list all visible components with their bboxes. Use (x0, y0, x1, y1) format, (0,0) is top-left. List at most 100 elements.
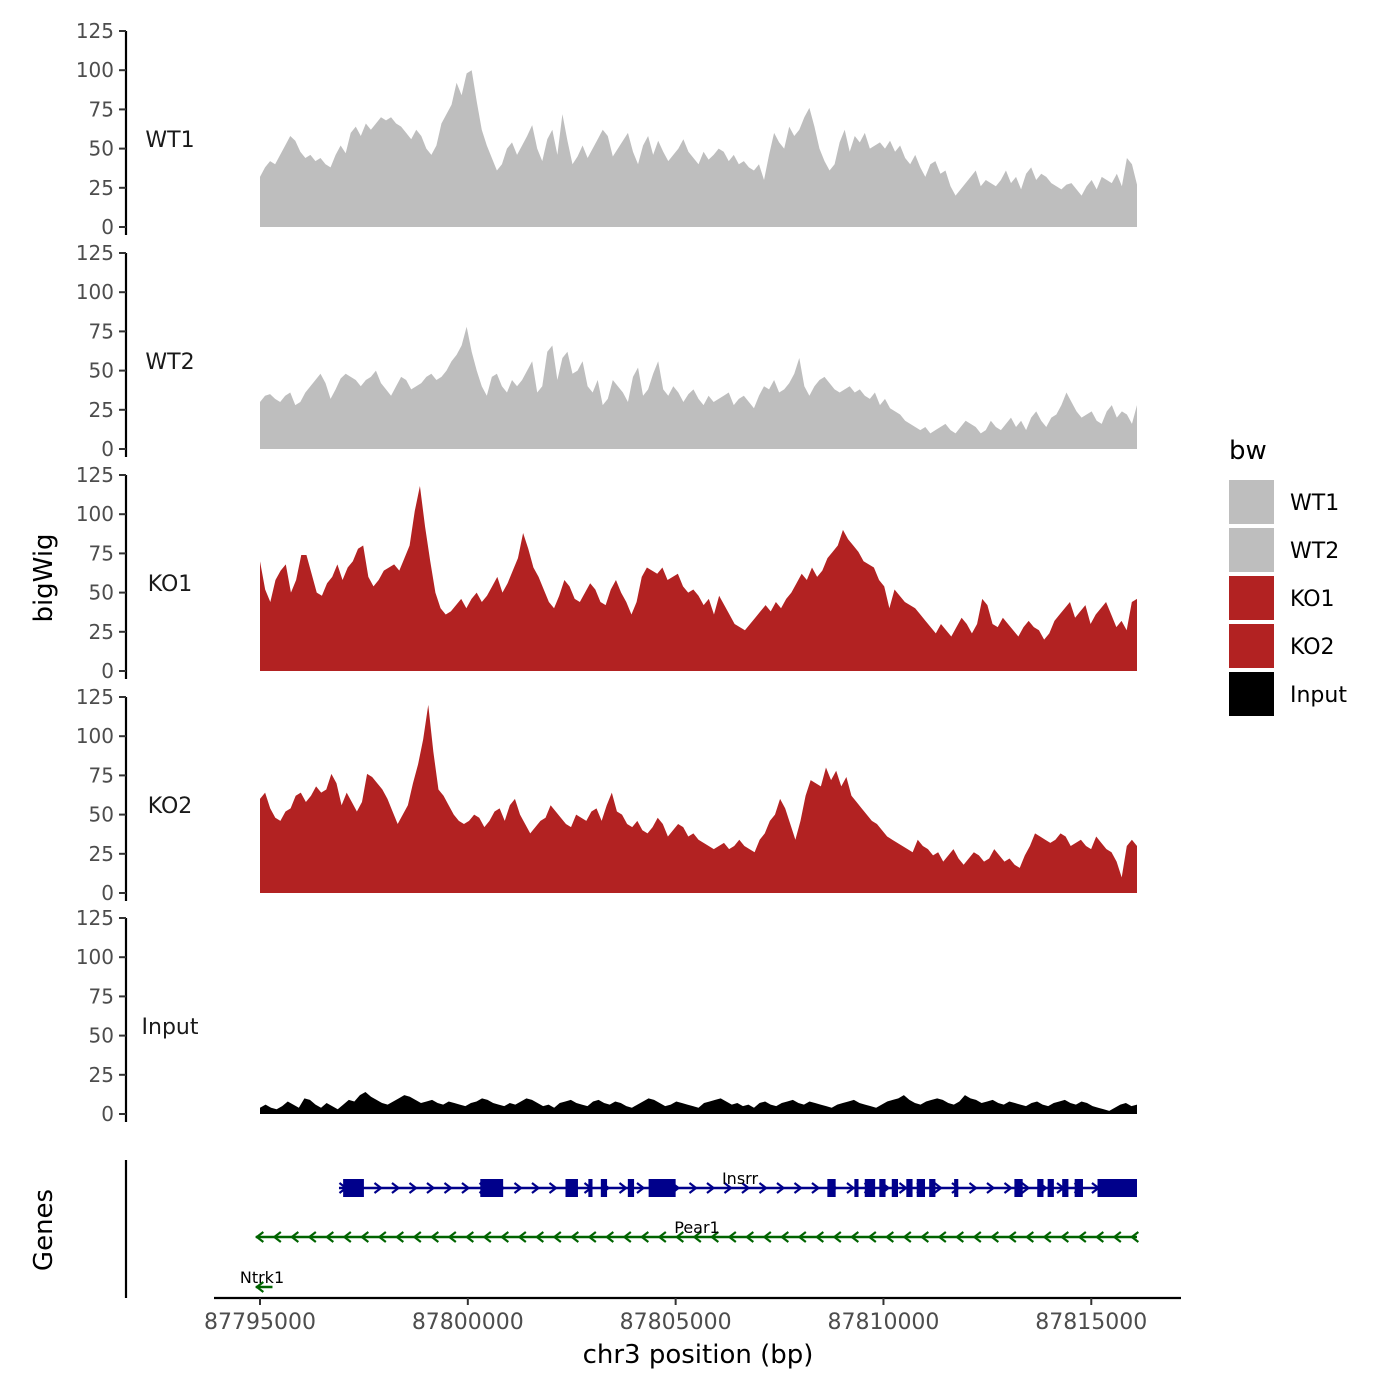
track-input: 0 25 50 75 100 125 Input (76, 906, 1137, 1126)
strand-arrow (447, 1231, 457, 1243)
y-tick-label: 125 (76, 906, 114, 930)
legend-key-wt1 (1229, 480, 1274, 524)
x-tick-label: 87795000 (204, 1310, 316, 1335)
strand-arrow (640, 1231, 650, 1243)
track-label-input: Input (142, 1015, 199, 1040)
legend-key-ko1 (1229, 576, 1274, 620)
strand-arrow (885, 1231, 895, 1243)
strand-arrow (1095, 1231, 1105, 1243)
strand-arrow (955, 1231, 965, 1243)
strand-arrow (920, 1231, 930, 1243)
strand-arrow (535, 1231, 545, 1243)
strand-arrow (342, 1231, 352, 1243)
strand-arrow (1077, 1231, 1087, 1243)
coverage-area-input (260, 1092, 1137, 1114)
y-tick-label: 50 (89, 803, 114, 827)
x-tick-label: 87815000 (1035, 1310, 1147, 1335)
strand-arrow (990, 1231, 1000, 1243)
y-tick-label: 125 (76, 463, 114, 487)
y-tick-label: 50 (89, 581, 114, 605)
strand-arrow (552, 1231, 562, 1243)
y-axis-title: bigWig (29, 533, 59, 622)
exon (480, 1179, 504, 1197)
exon (1047, 1179, 1054, 1197)
strand-arrow (307, 1231, 317, 1243)
track-wt1: 0 25 50 75 100 125 WT1 (76, 19, 1137, 239)
y-tick-label: 0 (101, 215, 114, 239)
exon (600, 1179, 608, 1197)
strand-arrow (412, 1231, 422, 1243)
strand-arrow (776, 1182, 786, 1194)
legend-label-wt2: WT2 (1290, 539, 1339, 564)
exon (565, 1179, 578, 1197)
x-tick-label: 87810000 (827, 1310, 939, 1335)
genes-axis-title: Genes (29, 1189, 59, 1271)
y-tick-label: 100 (76, 280, 114, 304)
strand-arrow (1025, 1231, 1035, 1243)
exon (879, 1179, 886, 1197)
strand-arrow (570, 1231, 580, 1243)
y-tick-label: 0 (101, 881, 114, 905)
legend-label-input: Input (1290, 683, 1347, 708)
strand-arrow (902, 1231, 912, 1243)
strand-arrow (797, 1231, 807, 1243)
strand-arrow (636, 1182, 646, 1194)
y-tick-label: 25 (89, 620, 114, 644)
y-tick-label: 100 (76, 724, 114, 748)
exon (854, 1179, 859, 1197)
gene-label-insrr: Insrr (722, 1169, 758, 1188)
y-tick-label: 100 (76, 58, 114, 82)
strand-arrow (741, 1182, 751, 1194)
y-tick-label: 75 (89, 541, 114, 565)
strand-arrow (811, 1182, 821, 1194)
legend-key-input (1229, 672, 1274, 716)
y-tick-label: 75 (89, 97, 114, 121)
strand-arrow (850, 1231, 860, 1243)
coverage-area-wt1 (260, 70, 1137, 227)
y-tick-label: 50 (89, 1024, 114, 1048)
exon (954, 1179, 959, 1197)
strand-arrow (968, 1182, 978, 1194)
strand-arrow (500, 1231, 510, 1243)
strand-arrow (290, 1231, 300, 1243)
strand-arrow (426, 1182, 436, 1194)
y-tick-label: 125 (76, 685, 114, 709)
strand-arrow (1042, 1231, 1052, 1243)
strand-arrow (986, 1182, 996, 1194)
strand-arrow (618, 1182, 628, 1194)
y-tick-label: 0 (101, 1102, 114, 1126)
strand-arrow (1003, 1182, 1013, 1194)
track-label-wt2: WT2 (145, 350, 194, 375)
strand-arrow (443, 1182, 453, 1194)
track-wt2: 0 25 50 75 100 125 WT2 (76, 241, 1137, 461)
y-tick-label: 25 (89, 1063, 114, 1087)
strand-arrow (657, 1231, 667, 1243)
coverage-area-wt2 (260, 326, 1137, 449)
strand-arrow (622, 1231, 632, 1243)
legend-label-ko1: KO1 (1290, 587, 1335, 612)
exon (1062, 1179, 1069, 1197)
strand-arrow (815, 1231, 825, 1243)
strand-arrow (723, 1182, 733, 1194)
y-tick-label: 25 (89, 842, 114, 866)
x-tick-label: 87805000 (620, 1310, 732, 1335)
x-tick-label: 87800000 (412, 1310, 524, 1335)
y-tick-label: 125 (76, 241, 114, 265)
strand-arrow (465, 1231, 475, 1243)
gene-ntrk1: Ntrk1 (240, 1268, 284, 1293)
legend-key-ko2 (1229, 624, 1274, 668)
y-tick-label: 0 (101, 659, 114, 683)
exon (1074, 1179, 1083, 1197)
strand-arrow (710, 1231, 720, 1243)
exon (1014, 1179, 1023, 1197)
strand-arrow (373, 1182, 383, 1194)
coverage-area-ko2 (260, 704, 1137, 893)
y-tick-label: 100 (76, 502, 114, 526)
exon (648, 1179, 676, 1197)
strand-arrow (272, 1231, 282, 1243)
strand-arrow (762, 1231, 772, 1243)
y-tick-label: 50 (89, 359, 114, 383)
exon (343, 1179, 364, 1197)
strand-arrow (793, 1182, 803, 1194)
